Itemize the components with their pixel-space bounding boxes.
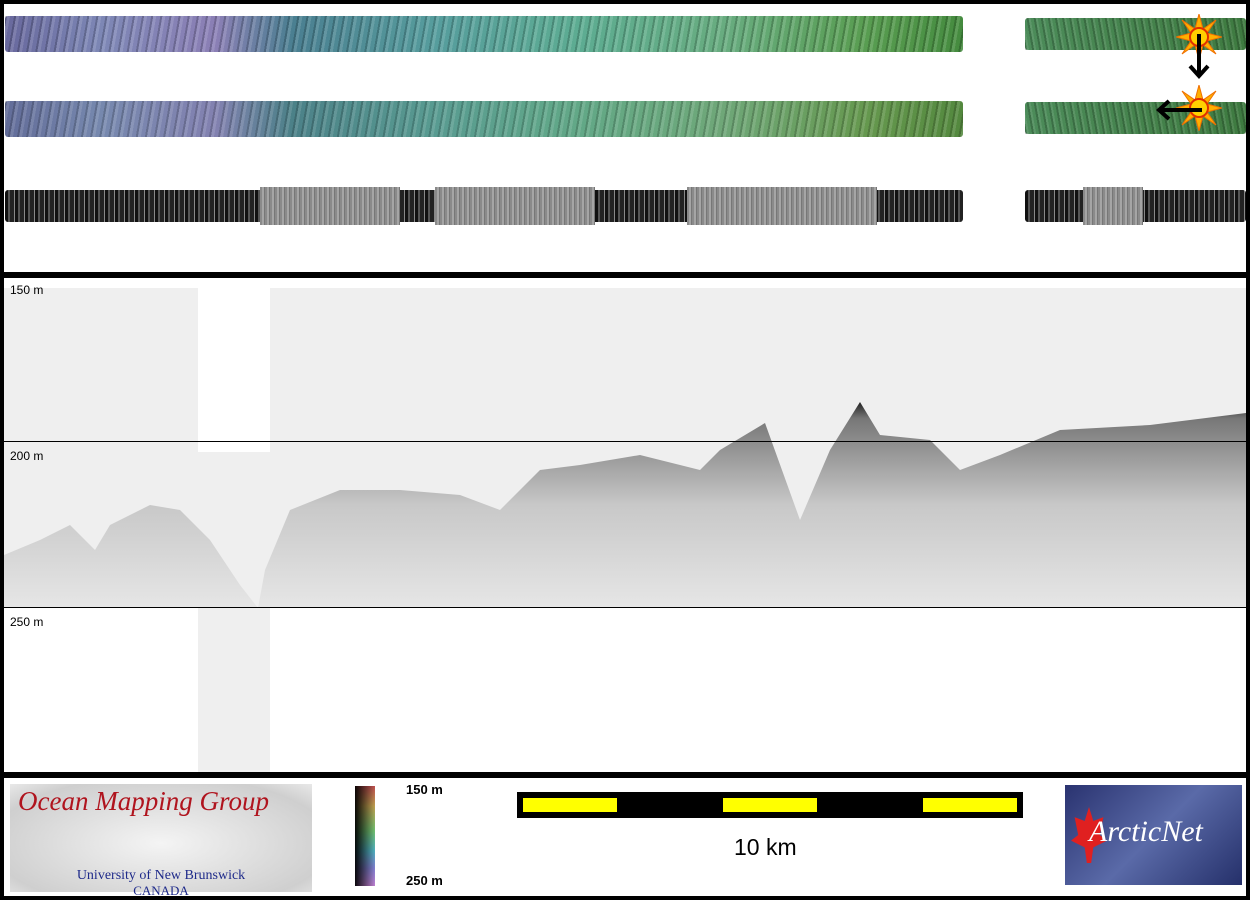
depth-label-150: 150 m [10,283,44,297]
ocean-mapping-group-logo: Ocean Mapping Group University of New Br… [10,784,312,898]
sun-illuminated-strip-north [5,16,963,52]
omg-title: Ocean Mapping Group [18,786,269,816]
scale-bar [517,792,1023,818]
colorbar-top-label: 150 m [406,782,443,797]
profile-image [4,288,1246,772]
sun-illuminated-strip-west [5,101,963,137]
subbottom-profile-panel: 150 m 200 m 250 m [4,278,1246,772]
depth-gridline-250 [4,607,1246,608]
depth-label-250: 250 m [10,615,44,629]
arcticnet-logo: ArcticNet [1065,785,1242,885]
omg-country: CANADA [133,883,189,898]
echogram-extension [198,608,270,772]
backscatter-strip [5,187,963,225]
depth-gridline-200 [4,441,1246,442]
data-gap [198,288,270,452]
arcticnet-text: ArcticNet [1089,815,1203,848]
seafloor-reflector [4,402,1246,608]
omg-university: University of New Brunswick [76,868,246,883]
legend-panel: Ocean Mapping Group University of New Br… [4,778,1246,898]
colorbar-bottom-label: 250 m [406,873,443,888]
scale-bar-label: 10 km [734,834,797,860]
imagery-panel [4,4,1246,272]
arrow-down-icon [1188,34,1210,79]
depth-colorbar [355,786,375,886]
depth-label-200: 200 m [10,449,44,463]
sun-icon [1176,85,1222,131]
arrow-left-icon [1156,99,1202,121]
backscatter-strip-east [1025,187,1246,225]
